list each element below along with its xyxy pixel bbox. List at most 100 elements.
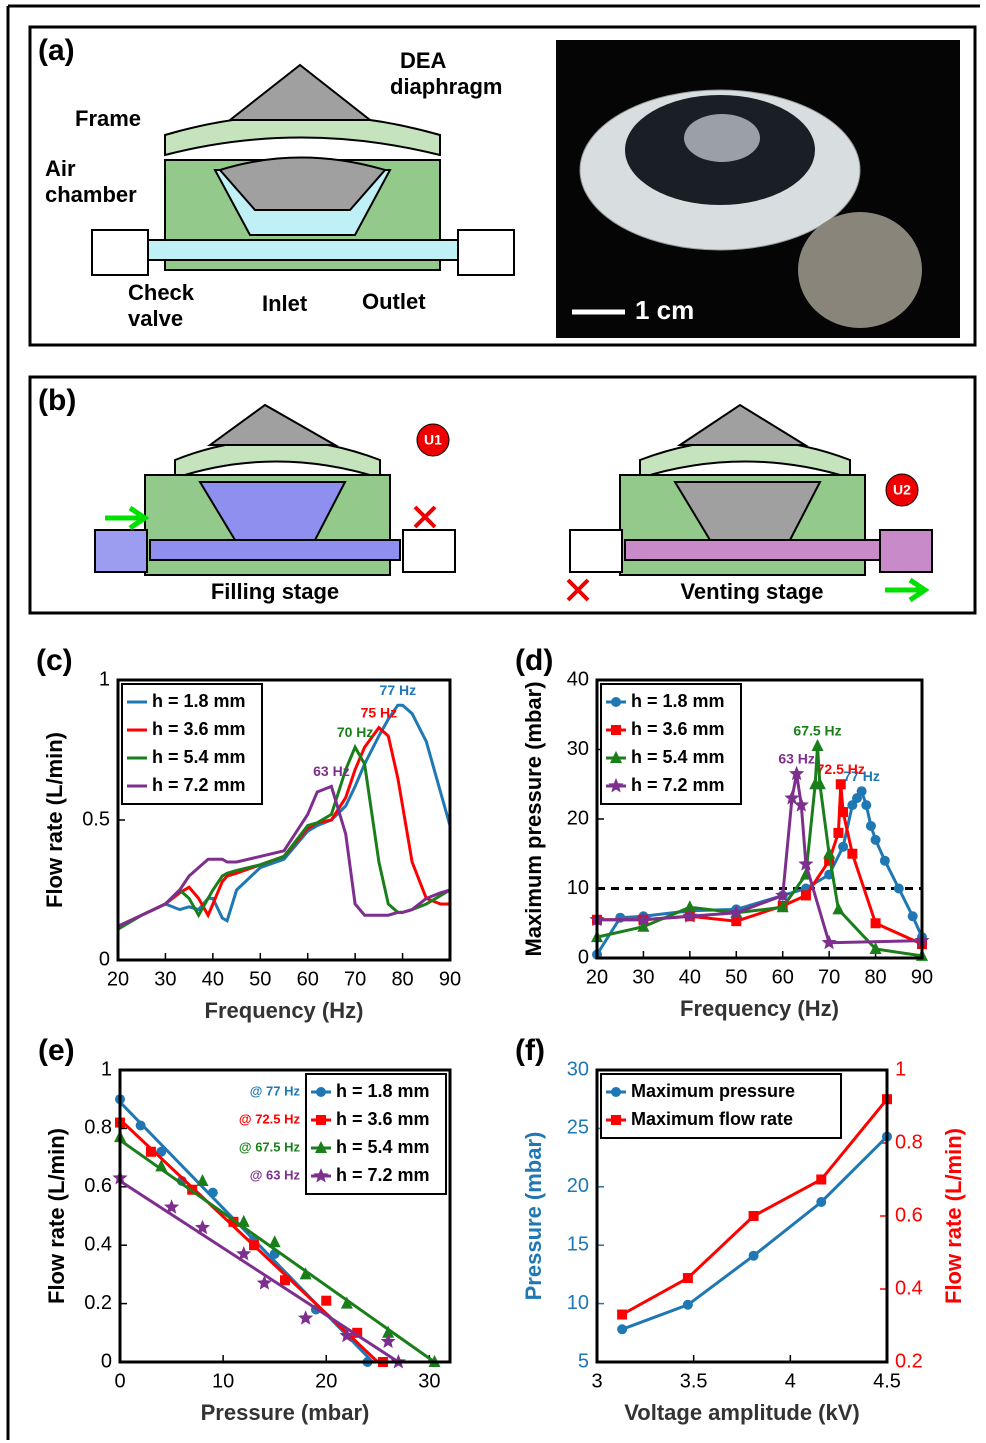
x-tick-label: 20 (586, 966, 608, 988)
coin (798, 212, 922, 328)
marker (316, 1115, 326, 1125)
y-axis-label: Flow rate (L/min) (44, 1128, 69, 1304)
x-tick-label: 30 (154, 968, 176, 990)
x-tick-label: 50 (249, 968, 271, 990)
legend-label: h = 7.2 mm (631, 775, 725, 795)
peak-label: 63 Hz (778, 751, 815, 767)
membrane (227, 63, 373, 121)
flow-arrow (105, 505, 150, 531)
marker (145, 1146, 156, 1157)
label: Inlet (262, 291, 308, 316)
legend-label: h = 3.6 mm (631, 719, 725, 739)
marker (611, 1115, 621, 1125)
marker (789, 765, 805, 781)
channel (149, 539, 401, 561)
stage-label: Filling stage (211, 579, 339, 604)
marker (835, 779, 846, 790)
marker (635, 911, 651, 927)
y-tick-label: 25 (567, 1117, 589, 1139)
marker (821, 934, 837, 950)
series-line (621, 1135, 889, 1331)
label: chamber (45, 182, 137, 207)
channel (624, 539, 881, 561)
x-tick-label: 4 (785, 1370, 796, 1392)
marker (811, 739, 824, 752)
marker (380, 1333, 396, 1348)
marker (155, 1159, 168, 1172)
marker (813, 777, 826, 790)
x-tick-label: 0 (114, 1370, 125, 1392)
voltage-source (416, 423, 450, 457)
marker (268, 1235, 281, 1248)
x-tick-label: 80 (391, 968, 413, 990)
marker (816, 1174, 827, 1185)
marker (207, 1187, 218, 1198)
marker (299, 1267, 312, 1280)
source-label: U2 (893, 482, 911, 498)
legend-label: h = 7.2 mm (336, 1165, 430, 1185)
marker (776, 900, 789, 913)
y-tick-label: 15 (567, 1233, 589, 1255)
marker (611, 725, 621, 735)
marker (340, 1296, 353, 1309)
label: DEA (400, 48, 447, 73)
check-valve (457, 229, 515, 276)
marker (847, 848, 858, 859)
x-tick-label: 80 (864, 966, 886, 988)
y-tick-label: 0 (101, 1350, 112, 1372)
marker (893, 883, 904, 894)
x-axis-label: Pressure (mbar) (201, 1400, 370, 1425)
y-tick-label: 0.6 (84, 1175, 112, 1197)
y-tick-label: 1 (101, 1058, 112, 1080)
marker (748, 1211, 759, 1221)
legend-label: h = 5.4 mm (152, 747, 246, 767)
legend-label: h = 1.8 mm (631, 691, 725, 711)
series-line (117, 703, 452, 928)
panel-label: (d) (515, 644, 553, 677)
label: valve (128, 306, 183, 331)
marker (637, 919, 650, 932)
legend-label: h = 7.2 mm (152, 775, 246, 795)
label: Frame (75, 106, 141, 131)
marker (352, 1327, 363, 1338)
y-tick-label: 10 (567, 1292, 589, 1314)
panel-label: (b) (38, 384, 76, 417)
blocked-mark (413, 505, 437, 529)
y-axis-label: Flow rate (L/min) (42, 732, 67, 908)
marker (682, 1273, 693, 1284)
plot-frame (595, 1068, 889, 1364)
marker (315, 1141, 327, 1153)
marker (731, 916, 742, 927)
channel (147, 239, 459, 261)
panel-label: (e) (38, 1034, 75, 1067)
y-tick-label: 20 (567, 807, 589, 829)
marker (256, 1275, 272, 1290)
check-valve (879, 529, 933, 573)
y-tick-label: 0.2 (84, 1292, 112, 1314)
marker (298, 1310, 314, 1325)
legend-box (600, 683, 742, 805)
label: Outlet (362, 289, 426, 314)
y-tick-label: 0.4 (84, 1233, 112, 1255)
y-tick-label: 0.5 (82, 808, 110, 830)
y-axis-label: Maximum pressure (mbar) (521, 681, 546, 956)
fit-line (119, 1179, 400, 1364)
x-axis-label: Frequency (Hz) (205, 998, 364, 1023)
y-tick-label: 10 (567, 877, 589, 899)
marker (617, 1324, 628, 1335)
stage-label: Venting stage (680, 579, 823, 604)
marker (838, 841, 849, 852)
series-note: @ 67.5 Hz (239, 1139, 301, 1154)
marker (382, 1325, 395, 1338)
series-note: @ 63 Hz (250, 1167, 301, 1182)
marker (610, 751, 622, 763)
flow-arrow (885, 577, 930, 603)
x-tick-label: 10 (212, 1370, 234, 1392)
marker (869, 941, 882, 954)
blocked-mark (566, 578, 590, 602)
marker (683, 900, 696, 913)
peak-label: 77 Hz (380, 682, 417, 698)
marker (793, 797, 809, 812)
y-tick-label: 40 (567, 668, 589, 690)
